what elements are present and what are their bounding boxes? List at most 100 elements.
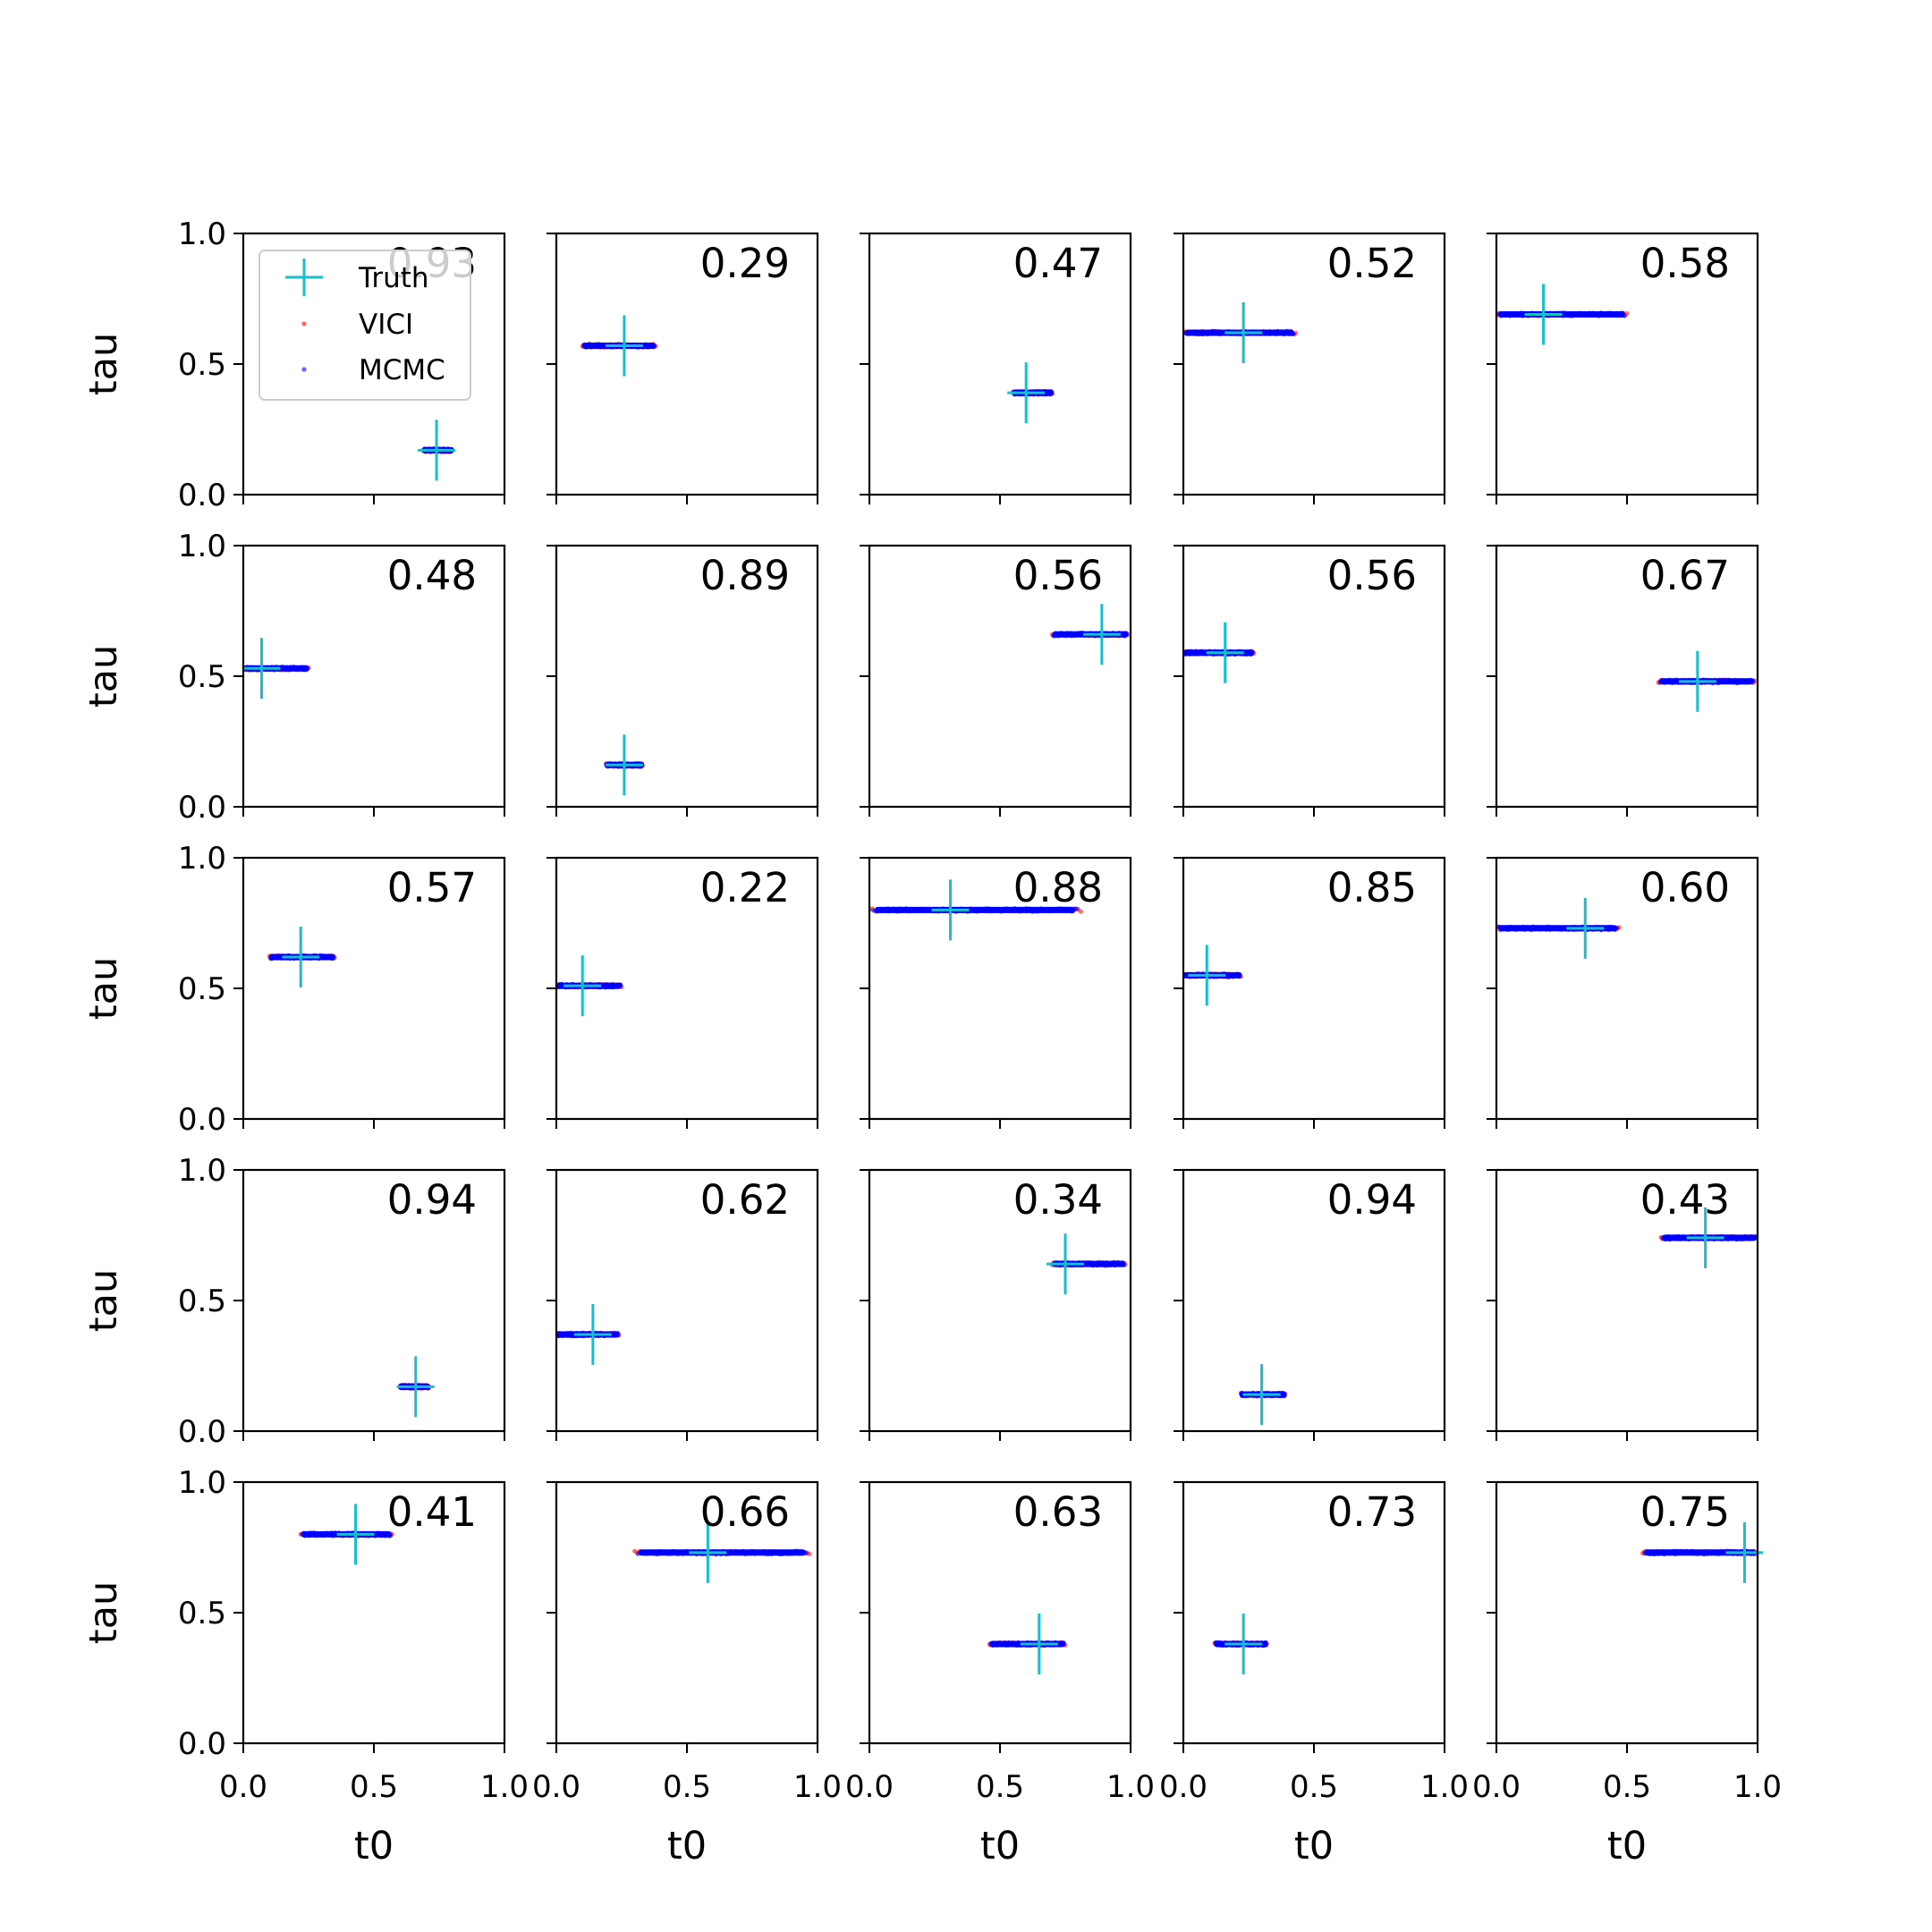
panel-value-label: 0.52 bbox=[1327, 240, 1417, 287]
truth-marker bbox=[931, 879, 970, 941]
x-tick-label: 0.5 bbox=[350, 1769, 398, 1805]
y-tick-label: 1.0 bbox=[178, 1153, 226, 1189]
panel-value-label: 0.94 bbox=[1327, 1176, 1417, 1224]
x-tick-label: 1.0 bbox=[1420, 1769, 1469, 1805]
panel-value-label: 0.62 bbox=[700, 1176, 790, 1224]
y-axis-label: tau bbox=[81, 1581, 126, 1644]
panel-value-label: 0.75 bbox=[1640, 1488, 1730, 1536]
truth-marker bbox=[1242, 1364, 1281, 1426]
y-tick-label: 0.0 bbox=[178, 478, 226, 513]
subplot-5-3: 0.0 0.5 1.0 t0 0.63 bbox=[845, 1480, 1155, 1868]
x-tick-label: 1.0 bbox=[1106, 1769, 1155, 1805]
y-axis-label: tau bbox=[81, 333, 126, 395]
legend-label-truth: Truth bbox=[358, 262, 429, 294]
x-axis-label: t0 bbox=[354, 1824, 394, 1868]
y-axis-label: tau bbox=[81, 645, 126, 708]
truth-marker bbox=[1206, 622, 1244, 683]
x-tick-label: 0.0 bbox=[1472, 1769, 1521, 1805]
truth-marker bbox=[1020, 1614, 1058, 1675]
panel-value-label: 0.58 bbox=[1640, 240, 1730, 287]
subplot-4-1: 0.0 0.5 1.0 tau 0.94 bbox=[81, 1153, 506, 1450]
subplot-2-5: 0.67 bbox=[1487, 544, 1759, 817]
truth-marker bbox=[1224, 1614, 1263, 1675]
subplot-3-5: 0.60 bbox=[1487, 856, 1759, 1129]
truth-marker bbox=[564, 955, 602, 1017]
panel-value-label: 0.94 bbox=[387, 1176, 477, 1224]
legend: Truth VICI MCMC bbox=[258, 250, 471, 401]
y-tick-label: 0.5 bbox=[178, 347, 226, 383]
y-tick-label: 0.5 bbox=[178, 971, 226, 1007]
panel-value-label: 0.89 bbox=[700, 552, 790, 599]
y-axis-label: tau bbox=[81, 1269, 126, 1332]
truth-marker bbox=[605, 315, 643, 377]
truth-marker bbox=[1524, 284, 1563, 345]
x-tick-label: 1.0 bbox=[480, 1769, 529, 1805]
vici-point bbox=[807, 1551, 812, 1556]
truth-marker bbox=[396, 1356, 435, 1418]
legend-vici-marker bbox=[301, 321, 307, 326]
panel-value-label: 0.88 bbox=[1013, 864, 1103, 911]
truth-marker bbox=[1007, 362, 1046, 424]
subplot-3-4: 0.85 bbox=[1174, 856, 1446, 1129]
vici-point bbox=[1078, 909, 1084, 914]
truth-marker bbox=[336, 1504, 375, 1565]
panel-value-label: 0.43 bbox=[1640, 1176, 1730, 1224]
legend-label-mcmc: MCMC bbox=[359, 354, 445, 386]
subplot-5-4: 0.0 0.5 1.0 t0 0.73 bbox=[1159, 1480, 1469, 1868]
panel-value-label: 0.57 bbox=[387, 864, 477, 911]
truth-marker bbox=[689, 1521, 727, 1583]
panel-value-label: 0.63 bbox=[1013, 1488, 1103, 1536]
panel-value-label: 0.29 bbox=[700, 240, 790, 287]
x-tick-label: 0.5 bbox=[1603, 1769, 1651, 1805]
x-axis-label: t0 bbox=[1607, 1824, 1647, 1868]
x-tick-label: 0.0 bbox=[1159, 1769, 1208, 1805]
panel-value-label: 0.41 bbox=[387, 1488, 477, 1536]
panel-value-label: 0.56 bbox=[1013, 552, 1103, 599]
panel-value-label: 0.22 bbox=[700, 864, 790, 911]
truth-marker bbox=[1678, 650, 1716, 712]
x-tick-label: 0.5 bbox=[1290, 1769, 1338, 1805]
x-tick-label: 0.0 bbox=[845, 1769, 894, 1805]
x-axis-label: t0 bbox=[1294, 1824, 1334, 1868]
scatter-points bbox=[869, 906, 1084, 914]
truth-marker bbox=[418, 419, 456, 481]
panel-value-label: 0.34 bbox=[1013, 1176, 1103, 1224]
subplot-1-3: 0.47 bbox=[860, 232, 1132, 504]
y-tick-label: 1.0 bbox=[178, 529, 226, 564]
subplot-2-1: 0.0 0.5 1.0 tau 0.48 bbox=[81, 529, 506, 826]
panel-value-label: 0.73 bbox=[1327, 1488, 1417, 1536]
y-axis-label: tau bbox=[81, 957, 126, 1020]
subplot-3-1: 0.0 0.5 1.0 tau 0.57 bbox=[81, 841, 506, 1138]
panel-value-label: 0.48 bbox=[387, 552, 477, 599]
truth-marker bbox=[605, 734, 643, 796]
y-tick-label: 0.5 bbox=[178, 659, 226, 695]
x-tick-label: 0.5 bbox=[663, 1769, 711, 1805]
panel-value-label: 0.67 bbox=[1640, 552, 1730, 599]
subplot-1-2: 0.29 bbox=[547, 232, 819, 504]
x-tick-label: 0.5 bbox=[976, 1769, 1024, 1805]
legend-box bbox=[258, 250, 471, 401]
y-tick-label: 0.5 bbox=[178, 1284, 226, 1319]
truth-marker bbox=[1566, 897, 1605, 959]
subplot-1-4: 0.52 bbox=[1174, 232, 1446, 504]
y-tick-label: 1.0 bbox=[178, 841, 226, 877]
panel-value-label: 0.47 bbox=[1013, 240, 1103, 287]
truth-marker bbox=[1188, 945, 1226, 1006]
truth-marker bbox=[1686, 1207, 1724, 1268]
subplot-3-2: 0.22 bbox=[547, 856, 819, 1129]
truth-marker bbox=[282, 926, 320, 987]
y-tick-label: 1.0 bbox=[178, 216, 226, 252]
subplot-2-2: 0.89 bbox=[547, 544, 819, 817]
subplot-3-3: 0.88 bbox=[860, 856, 1132, 1129]
subplot-5-5: 0.0 0.5 1.0 t0 0.75 bbox=[1472, 1480, 1782, 1868]
truth-marker bbox=[573, 1303, 612, 1365]
panel-value-label: 0.66 bbox=[700, 1488, 790, 1536]
y-tick-label: 0.0 bbox=[178, 1414, 226, 1450]
subplot-2-4: 0.56 bbox=[1174, 544, 1446, 817]
truth-marker bbox=[1224, 301, 1263, 363]
y-tick-label: 0.0 bbox=[178, 790, 226, 826]
y-tick-label: 0.0 bbox=[178, 1726, 226, 1762]
y-tick-label: 1.0 bbox=[178, 1465, 226, 1501]
